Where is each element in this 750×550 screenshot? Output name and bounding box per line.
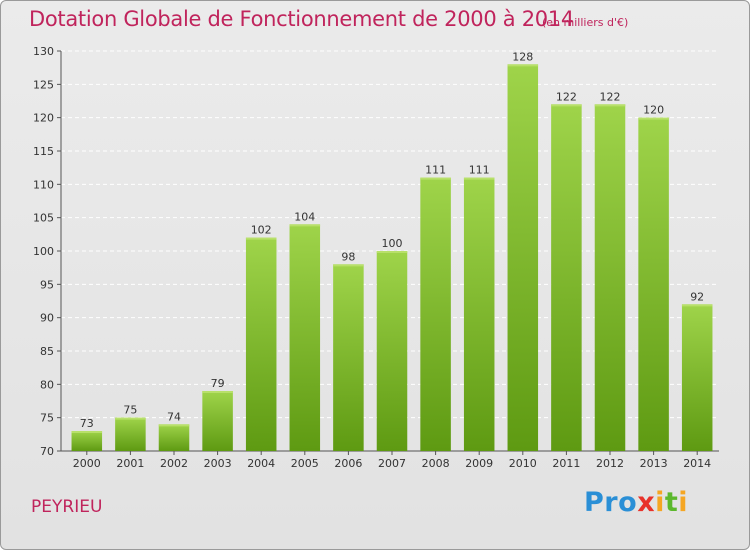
bar-value-label: 74 [167,410,181,423]
logo-letter: P [584,487,605,518]
bar-value-label: 111 [425,164,446,177]
y-tick-label: 85 [40,345,54,358]
y-tick-label: 95 [40,278,54,291]
x-tick-label: 2003 [204,457,232,470]
x-tick-label: 2008 [422,457,450,470]
x-tick-label: 2013 [640,457,668,470]
y-tick-label: 80 [40,378,54,391]
bar-value-label: 79 [211,377,225,390]
y-tick-label: 120 [33,112,54,125]
y-tick-label: 105 [33,212,54,225]
bar [158,424,190,451]
x-tick-label: 2007 [378,457,406,470]
bar [681,304,713,451]
x-tick-label: 2012 [596,457,624,470]
bar-value-label: 122 [556,90,577,103]
bar [245,237,277,451]
x-tick-label: 2014 [683,457,711,470]
bar-value-label: 100 [382,237,403,250]
bar [507,64,539,452]
bar-value-label: 120 [643,104,664,117]
bar-value-label: 111 [469,164,490,177]
bar [594,104,626,451]
logo-letter: o [618,487,638,518]
bar-value-label: 102 [251,224,272,237]
y-tick-label: 115 [33,145,54,158]
logo-letter: i [678,487,689,518]
bar-value-label: 104 [294,210,315,223]
bar [202,391,233,451]
logo-letter: x [637,487,656,518]
proxiti-logo[interactable]: Proxiti [584,487,688,518]
logo-letter: i [655,487,665,518]
bar-value-label: 92 [690,290,704,303]
chart-subtitle: (en milliers d'€) [542,16,629,29]
y-tick-label: 90 [40,312,54,325]
bar-value-label: 73 [80,417,94,430]
y-tick-label: 75 [40,412,54,425]
bar [463,177,495,451]
x-tick-label: 2009 [465,457,493,470]
y-tick-label: 125 [33,78,54,91]
bar [376,251,408,451]
chart-title: Dotation Globale de Fonctionnement de 20… [29,7,574,31]
x-tick-label: 2002 [160,457,188,470]
bar [638,117,669,452]
y-tick-label: 70 [40,445,54,458]
bar [115,417,146,451]
y-tick-label: 110 [33,178,54,191]
x-tick-label: 2000 [73,457,101,470]
x-tick-label: 2006 [334,457,362,470]
logo-letter: t [664,487,679,518]
bar-value-label: 122 [600,90,621,103]
bar-value-label: 128 [512,50,533,63]
commune-name: PEYRIEU [31,497,103,517]
y-tick-label: 130 [33,45,54,58]
bar-value-label: 75 [123,404,137,417]
bar-value-label: 98 [341,250,355,263]
bar [71,431,103,451]
x-tick-label: 2005 [291,457,319,470]
bar [333,264,364,451]
bar [551,104,582,451]
x-tick-label: 2010 [509,457,537,470]
x-tick-label: 2004 [247,457,275,470]
x-tick-label: 2001 [116,457,144,470]
bar [420,177,451,451]
bar [289,224,321,451]
y-tick-label: 100 [33,245,54,258]
x-tick-label: 2011 [552,457,580,470]
logo-letter: r [604,487,619,518]
